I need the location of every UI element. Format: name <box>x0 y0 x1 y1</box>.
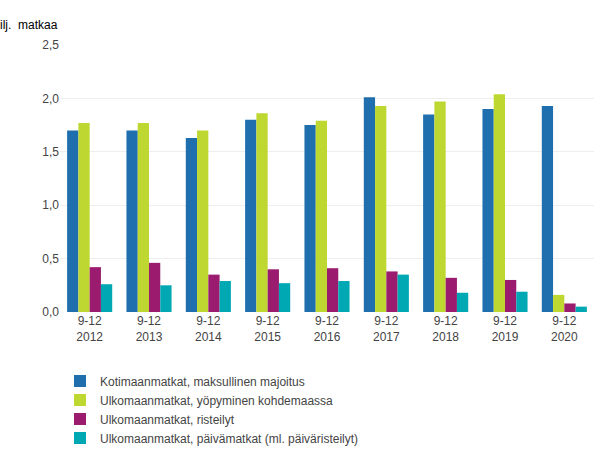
svg-text:9-122014: 9-122014 <box>195 314 222 344</box>
svg-text:Kotimaanmatkat, maksullinen ma: Kotimaanmatkat, maksullinen majoitus <box>100 375 305 389</box>
svg-text:9-122016: 9-122016 <box>314 314 341 344</box>
svg-text:9-122012: 9-122012 <box>76 314 103 344</box>
svg-text:0,5: 0,5 <box>42 252 59 266</box>
svg-text:Ulkomaanmatkat, yöpyminen kohd: Ulkomaanmatkat, yöpyminen kohdemaassa <box>100 394 333 408</box>
svg-text:9-122015: 9-122015 <box>254 314 281 344</box>
svg-text:Milj. matkaa: Milj. matkaa <box>0 18 58 32</box>
svg-text:Ulkomaanmatkat, risteilyt: Ulkomaanmatkat, risteilyt <box>100 413 235 427</box>
svg-text:Ulkomaanmatkat, päivämatkat (m: Ulkomaanmatkat, päivämatkat (ml. päiväri… <box>100 432 358 446</box>
svg-text:9-122020: 9-122020 <box>551 314 578 344</box>
svg-text:2,5: 2,5 <box>42 38 59 52</box>
svg-text:9-122018: 9-122018 <box>432 314 459 344</box>
svg-text:9-122017: 9-122017 <box>373 314 400 344</box>
svg-text:9-122019: 9-122019 <box>492 314 519 344</box>
svg-text:0,0: 0,0 <box>42 305 59 319</box>
svg-text:9-122013: 9-122013 <box>136 314 163 344</box>
svg-text:1,0: 1,0 <box>42 198 59 212</box>
svg-text:2,0: 2,0 <box>42 92 59 106</box>
svg-text:1,5: 1,5 <box>42 145 59 159</box>
